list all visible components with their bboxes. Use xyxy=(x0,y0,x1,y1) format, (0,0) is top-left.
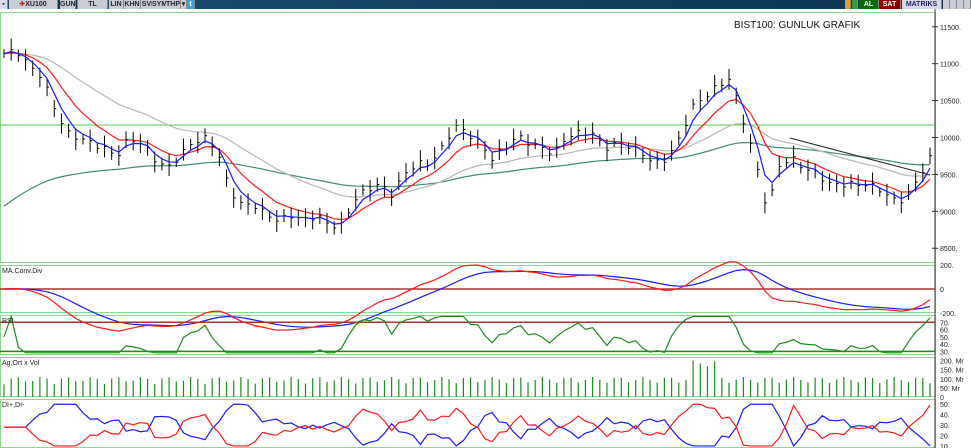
thp-button[interactable]: THP xyxy=(166,0,181,9)
rsi-tick-label: 40. xyxy=(940,342,950,349)
price-tick-label: 11000. xyxy=(940,62,961,69)
price-tick-label: 11500. xyxy=(940,25,961,32)
ma-mid-line xyxy=(3,52,931,221)
refresh-icon[interactable] xyxy=(852,0,858,9)
dmi-tick-label: 20. xyxy=(940,433,950,440)
dmi-tick-label: 10. xyxy=(940,444,950,448)
panel-label-volume: Ag.Ort x Vol xyxy=(2,360,40,367)
price-tick-label: 8500. xyxy=(940,246,958,253)
volume-tick-label: 100. Mr xyxy=(940,377,964,384)
sym-button[interactable]: SYM xyxy=(152,0,168,9)
panel-dmi xyxy=(0,399,936,448)
dmi-tick-label: 40. xyxy=(940,413,950,420)
trend-line xyxy=(789,137,931,176)
ma-long-line xyxy=(3,142,931,207)
volume-tick-label: 200. Mr xyxy=(940,359,964,366)
rsi-tick-label: 30. xyxy=(940,349,950,356)
price-tick-label: 10500. xyxy=(940,99,961,106)
period-button[interactable]: GUN xyxy=(60,0,76,9)
macd-tick-label: 0 xyxy=(940,287,944,294)
chart-title: BIST100: GUNLUK GRAFIK xyxy=(732,20,863,31)
dmi-tick-label: 50. xyxy=(940,402,950,409)
sell-button[interactable]: SAT xyxy=(879,0,901,9)
macd-tick-label: -200. xyxy=(940,311,956,318)
rsi-tick-label: 60. xyxy=(940,328,950,335)
panel-main xyxy=(0,12,936,263)
panel-label-macd: MA.Conv.Div xyxy=(2,268,43,275)
matrix-button[interactable]: MATRIKS xyxy=(902,0,942,9)
khn-button[interactable]: KHN xyxy=(124,0,141,9)
buy-button[interactable]: AL xyxy=(859,0,879,9)
close-icon[interactable] xyxy=(964,0,971,9)
dmi-tick-label: 30. xyxy=(940,423,950,430)
macd-line xyxy=(3,261,931,332)
rsi-tick-label: 70. xyxy=(940,320,950,327)
ma-slow-line xyxy=(3,52,931,198)
rsi-line xyxy=(3,314,931,354)
price-tick-label: 9500. xyxy=(940,172,958,179)
lin-button[interactable]: LIN xyxy=(109,0,124,9)
flag-icon: ✈ xyxy=(19,1,26,8)
restore-icon[interactable] xyxy=(957,0,964,9)
price-tick-label: 10000. xyxy=(940,136,961,143)
rsi-tick-label: 50. xyxy=(940,335,950,342)
twitter-icon[interactable]: t xyxy=(187,0,195,9)
volume-tick-label: 0 xyxy=(940,395,944,402)
macd-tick-label: 200. xyxy=(940,263,954,270)
toolbar: ▪ ✈XU100 GUN TL LIN KHN SVD SYM THP ▾ t … xyxy=(0,0,971,9)
ma-fast-line xyxy=(3,50,931,225)
di-plus-line xyxy=(4,403,931,447)
minimize-icon[interactable] xyxy=(943,0,950,9)
lightning-icon[interactable] xyxy=(845,0,851,9)
chart-area[interactable]: 11500. 11000. 10500. 10000. 9500. 9000. 8500. 2… xyxy=(0,9,971,448)
save-icon[interactable]: ▪ xyxy=(0,0,8,9)
panel-label-dmi: DI+,DI- xyxy=(2,402,25,409)
dropdown-arrow-icon[interactable]: ▾ xyxy=(181,0,187,9)
macd-signal-line xyxy=(3,269,931,328)
volume-tick-label: 50. Mr xyxy=(940,386,961,393)
panel-label-rsi: RSI xyxy=(2,318,14,325)
volume-tick-label: 150. Mr xyxy=(940,368,964,375)
maximize-icon[interactable] xyxy=(950,0,957,9)
di-minus-line xyxy=(4,403,931,448)
currency-button[interactable]: TL xyxy=(78,0,108,9)
symbol-selector[interactable]: ✈XU100 xyxy=(9,0,58,9)
price-tick-label: 9000. xyxy=(940,209,958,216)
